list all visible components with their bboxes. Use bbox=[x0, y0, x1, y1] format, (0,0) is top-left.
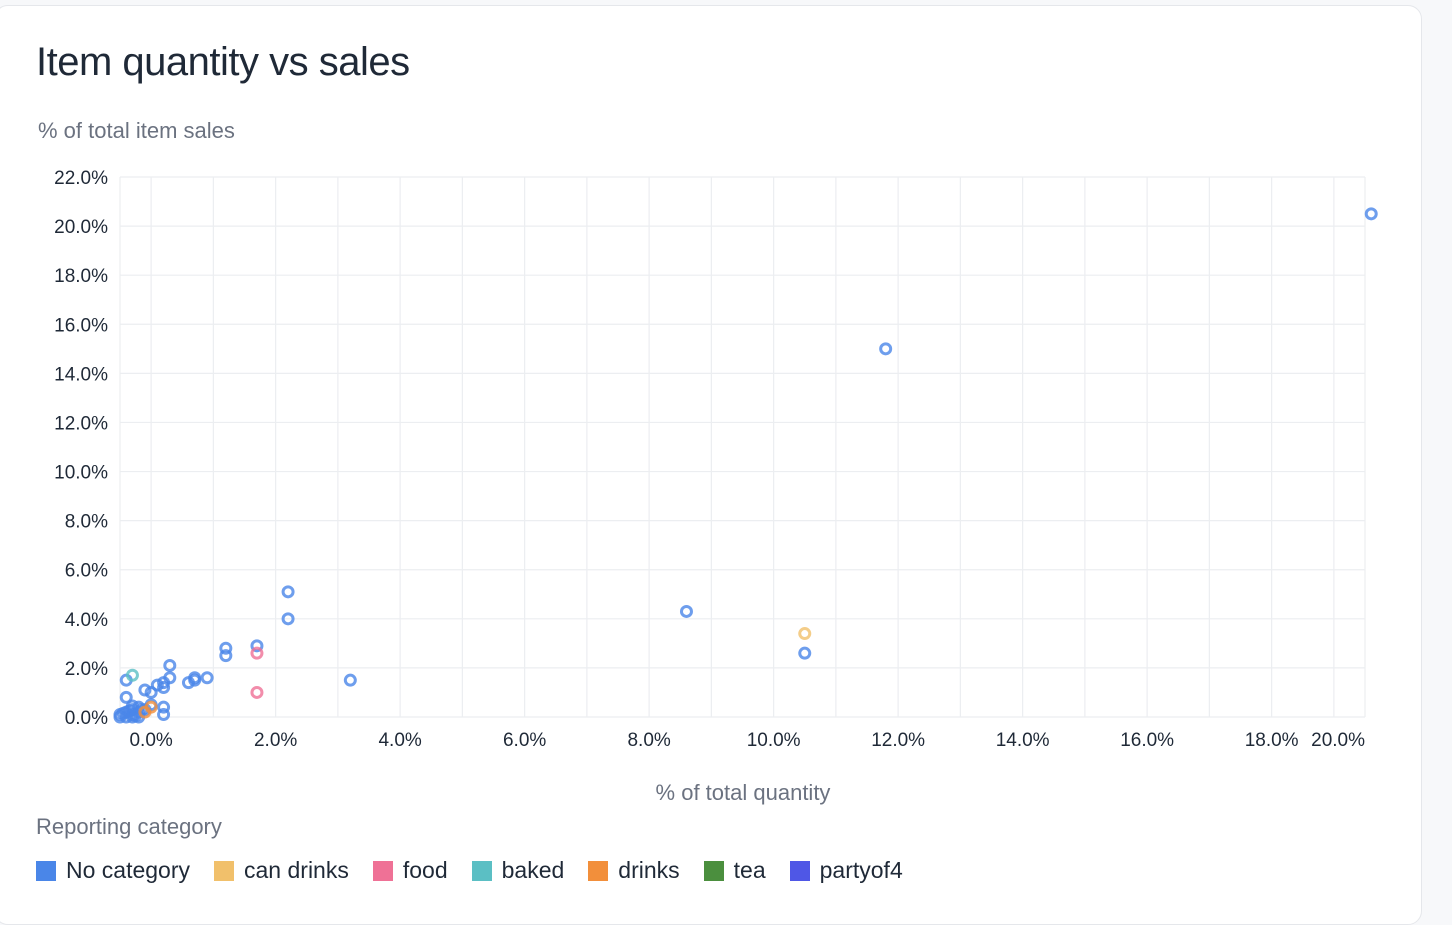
y-axis-ticks: 0.0% 2.0% 4.0% 6.0% 8.0% 10.0% 12.0% 14.0% 16.0%… bbox=[54, 168, 108, 729]
legend-swatch bbox=[789, 860, 810, 881]
y-tick-label: 14.0% bbox=[54, 364, 108, 385]
data-point-no-category[interactable] bbox=[138, 683, 152, 697]
data-point-food[interactable] bbox=[250, 646, 264, 660]
x-axis-label: % of total quantity bbox=[655, 780, 831, 805]
legend-label: food bbox=[402, 857, 448, 883]
data-point-no-category[interactable] bbox=[219, 649, 233, 663]
x-tick-label: 6.0% bbox=[503, 730, 546, 751]
data-point-can-drinks[interactable] bbox=[798, 627, 812, 641]
data-point-drinks[interactable] bbox=[144, 700, 158, 714]
data-point-no-category[interactable] bbox=[343, 673, 357, 687]
data-point-no-category[interactable] bbox=[798, 646, 812, 660]
y-tick-label: 20.0% bbox=[54, 217, 108, 238]
legend-item-food[interactable]: food bbox=[372, 857, 448, 884]
data-point-no-category[interactable] bbox=[150, 678, 164, 692]
chart-title: Item quantity vs sales bbox=[36, 40, 410, 84]
y-tick-label: 2.0% bbox=[65, 659, 108, 680]
data-point-no-category[interactable] bbox=[157, 700, 171, 714]
legend-item-can-drinks[interactable]: can drinks bbox=[214, 857, 349, 884]
legend-swatch bbox=[214, 860, 235, 881]
data-point-no-category[interactable] bbox=[144, 685, 158, 699]
data-point-food[interactable] bbox=[250, 685, 264, 699]
x-tick-label: 12.0% bbox=[871, 730, 925, 751]
data-point-no-category[interactable] bbox=[1364, 207, 1378, 221]
data-point-no-category[interactable] bbox=[163, 658, 177, 672]
y-tick-label: 4.0% bbox=[65, 610, 108, 631]
legend-label: No category bbox=[66, 857, 191, 883]
legend-item-drinks[interactable]: drinks bbox=[588, 857, 680, 884]
x-tick-label: 16.0% bbox=[1120, 730, 1174, 751]
legend-item-baked[interactable]: baked bbox=[471, 857, 565, 884]
y-axis-label: % of total item sales bbox=[38, 118, 235, 143]
legend-item-no-category[interactable]: No category bbox=[36, 857, 190, 884]
scatter-plot: 0.0% 2.0% 4.0% 6.0% 8.0% 10.0% 12.0% 14.0% 16.0%… bbox=[54, 168, 1378, 751]
x-axis-ticks: 0.0% 2.0% 4.0% 6.0% 8.0% 10.0% 12.0% 14.0% 16.0%… bbox=[129, 730, 1365, 751]
data-point-no-category[interactable] bbox=[119, 690, 133, 704]
legend-label: drinks bbox=[618, 857, 680, 883]
y-tick-label: 10.0% bbox=[54, 463, 108, 484]
y-tick-label: 8.0% bbox=[65, 512, 108, 533]
data-point-no-category[interactable] bbox=[250, 639, 264, 653]
x-tick-label: 18.0% bbox=[1245, 730, 1299, 751]
data-point-no-category[interactable] bbox=[157, 708, 171, 722]
y-tick-label: 12.0% bbox=[54, 413, 108, 434]
legend-swatch bbox=[36, 860, 56, 881]
x-tick-label: 14.0% bbox=[996, 730, 1050, 751]
data-point-baked[interactable] bbox=[125, 668, 139, 682]
data-point-no-category[interactable] bbox=[200, 671, 214, 685]
legend-title: Reporting category bbox=[36, 814, 222, 839]
legend-item-tea[interactable]: tea bbox=[703, 857, 766, 884]
data-point-no-category[interactable] bbox=[281, 585, 295, 599]
x-tick-label: 8.0% bbox=[627, 730, 670, 751]
y-tick-label: 18.0% bbox=[54, 266, 108, 287]
data-point-no-category[interactable] bbox=[163, 671, 177, 685]
y-tick-label: 16.0% bbox=[54, 315, 108, 336]
legend-swatch bbox=[703, 860, 724, 881]
x-tick-label: 10.0% bbox=[747, 730, 801, 751]
data-point-no-category[interactable] bbox=[679, 604, 693, 618]
legend-swatch bbox=[588, 860, 609, 881]
data-point-no-category[interactable] bbox=[181, 676, 195, 690]
data-points bbox=[113, 207, 1378, 724]
data-point-no-category[interactable] bbox=[116, 706, 130, 720]
legend-label: can drinks bbox=[244, 857, 349, 883]
data-point-no-category[interactable] bbox=[125, 699, 139, 713]
legend: No category can drinks food baked drinks tea p… bbox=[36, 857, 927, 884]
y-tick-label: 6.0% bbox=[65, 561, 108, 582]
data-point-no-category[interactable] bbox=[879, 342, 893, 356]
x-tick-label: 4.0% bbox=[378, 730, 421, 751]
legend-item-partyof4[interactable]: partyof4 bbox=[789, 857, 903, 884]
legend-label: partyof4 bbox=[819, 857, 903, 883]
plot-grid bbox=[119, 176, 1366, 718]
legend-swatch bbox=[471, 860, 492, 881]
data-point-no-category[interactable] bbox=[188, 673, 202, 687]
x-tick-label: 0.0% bbox=[129, 730, 172, 751]
legend-swatch bbox=[372, 860, 393, 881]
x-tick-label: 20.0% bbox=[1311, 730, 1365, 751]
y-tick-label: 0.0% bbox=[65, 708, 108, 729]
data-point-no-category[interactable] bbox=[157, 681, 171, 695]
legend-label: baked bbox=[501, 857, 565, 883]
y-tick-label: 22.0% bbox=[54, 168, 108, 189]
legend-label: tea bbox=[733, 857, 766, 883]
x-tick-label: 2.0% bbox=[254, 730, 297, 751]
data-point-no-category[interactable] bbox=[219, 641, 233, 655]
data-point-no-category[interactable] bbox=[281, 612, 295, 626]
